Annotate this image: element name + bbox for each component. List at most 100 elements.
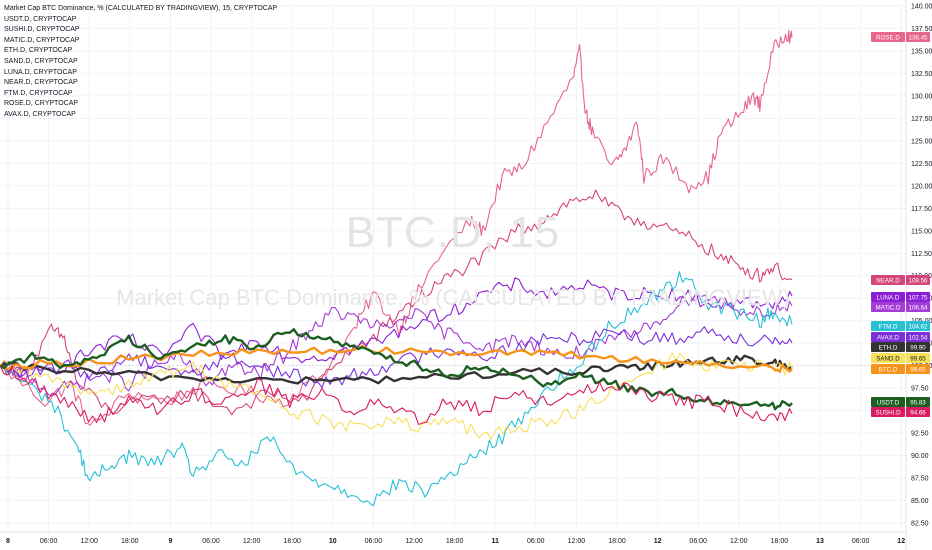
legend-item[interactable]: SUSHI.D, CRYPTOCAP	[4, 26, 80, 34]
legend-item[interactable]: LUNA.D, CRYPTOCAP	[4, 68, 77, 76]
legend-item[interactable]: SAND.D, CRYPTOCAP	[4, 57, 78, 65]
x-tick-label: 13	[816, 538, 824, 545]
x-tick-label: 12:00	[405, 538, 423, 545]
symbol-tag-text: MATIC.D	[876, 305, 902, 312]
legend-item[interactable]: ROSE.D, CRYPTOCAP	[4, 100, 79, 108]
legend-item[interactable]: NEAR.D, CRYPTOCAP	[4, 79, 78, 87]
value-tag	[906, 292, 930, 302]
symbol-tag-text: FTM.D	[879, 324, 898, 331]
symbol-tag	[871, 364, 905, 374]
legend-item[interactable]: FTM.D, CRYPTOCAP	[4, 89, 73, 97]
price-label-near-d: NEAR.D 109.56	[871, 275, 930, 285]
legend-item[interactable]: ETH.D, CRYPTOCAP	[4, 47, 73, 55]
value-tag-text: 109.56	[909, 278, 928, 285]
symbol-tag-text: ETH.D	[879, 345, 898, 352]
chart-title: Market Cap BTC Dominance, % (CALCULATED …	[4, 5, 278, 12]
legend-item[interactable]: MATIC.D, CRYPTOCAP	[4, 36, 80, 44]
value-tag-text: 99.65	[910, 367, 926, 374]
symbol-tag	[871, 342, 905, 352]
grid	[0, 4, 906, 532]
symbol-tag-text: USDT.D	[877, 400, 900, 407]
symbol-tag-text: LUNA.D	[877, 295, 900, 302]
x-tick-label: 06:00	[527, 538, 545, 545]
legend-item[interactable]: AVAX.D, CRYPTOCAP	[4, 110, 76, 118]
price-label-ftm-d: FTM.D 104.62	[871, 321, 930, 331]
value-tag-text: 99.65	[910, 356, 926, 363]
price-label-sand-d: SAND.D 99.65	[871, 353, 930, 363]
y-tick-label: 120.00	[911, 183, 932, 190]
x-tick-label: 06:00	[40, 538, 58, 545]
symbol-tag	[871, 332, 905, 342]
y-tick-label: 97.50	[911, 386, 929, 393]
series-line-luna-d[interactable]	[0, 277, 793, 378]
price-label-usdt-d: USDT.D 95.83	[871, 397, 930, 407]
x-tick-label: 12:00	[730, 538, 748, 545]
y-tick-label: 87.50	[911, 476, 929, 483]
value-tag-text: 107.75	[909, 295, 928, 302]
value-tag-text: 94.66	[910, 410, 926, 417]
y-tick-label: 92.50	[911, 431, 929, 438]
x-tick-label: 06:00	[852, 538, 870, 545]
y-tick-label: 140.00	[911, 4, 932, 11]
price-label-matic-d: MATIC.D 106.64	[871, 302, 930, 312]
y-tick-label: 90.00	[911, 453, 929, 460]
value-tag	[906, 364, 930, 374]
series-line-matic-d[interactable]	[0, 294, 793, 396]
symbol-tag	[871, 407, 905, 417]
watermark-description: Market Cap BTC Dominance, % (CALCULATED …	[116, 285, 790, 310]
price-label-avax-d: AVAX.D 102.54	[871, 332, 930, 342]
x-tick-label: 12	[897, 538, 905, 545]
y-tick-label: 115.00	[911, 228, 932, 235]
x-tick-label: 18:00	[771, 538, 789, 545]
x-tick-label: 18:00	[608, 538, 626, 545]
x-tick-label: 12:00	[80, 538, 98, 545]
series-line-btc-d[interactable]	[0, 344, 793, 373]
value-tag	[906, 397, 930, 407]
y-tick-label: 85.00	[911, 498, 929, 505]
symbol-tag	[871, 353, 905, 363]
y-tick-label: 127.50	[911, 116, 932, 123]
legend-item[interactable]: USDT.D, CRYPTOCAP	[4, 15, 77, 23]
symbol-tag	[871, 397, 905, 407]
x-tick-label: 18:00	[283, 538, 301, 545]
value-tag-text: 99.90	[910, 345, 926, 352]
symbol-tag-text: BTC.D	[879, 367, 898, 374]
x-tick-label: 18:00	[446, 538, 464, 545]
y-tick-label: 135.00	[911, 48, 932, 55]
symbol-tag	[871, 321, 905, 331]
series-line-eth-d[interactable]	[0, 354, 793, 385]
x-tick-label: 12	[654, 538, 662, 545]
symbol-tag	[871, 302, 905, 312]
series-line-usdt-d[interactable]	[0, 328, 793, 411]
symbol-tag-text: NEAR.D	[876, 278, 900, 285]
symbol-tag-text: ROSE.D	[876, 35, 900, 42]
price-label-btc-d: BTC.D 99.65	[871, 364, 930, 374]
legend-list: USDT.D, CRYPTOCAP SUSHI.D, CRYPTOCAP MATIC…	[4, 15, 277, 121]
x-tick-label: 8	[6, 538, 10, 545]
value-tag	[906, 275, 930, 285]
y-tick-label: 112.50	[911, 251, 932, 258]
price-label-eth-d: ETH.D 99.90	[871, 342, 930, 352]
value-tag	[906, 353, 930, 363]
y-tick-label: 82.50	[911, 521, 929, 528]
series-line-sushi-d[interactable]	[0, 365, 793, 425]
value-tag-text: 95.83	[910, 400, 926, 407]
y-tick-label: 130.00	[911, 93, 932, 100]
symbol-tag	[871, 292, 905, 302]
price-label-sushi-d: SUSHI.D 94.66	[871, 407, 930, 417]
legend: Market Cap BTC Dominance, % (CALCULATED …	[4, 4, 277, 121]
x-tick-label: 06:00	[365, 538, 383, 545]
series-line-sand-d[interactable]	[0, 352, 793, 440]
value-tag	[906, 342, 930, 352]
x-tick-label: 12:00	[568, 538, 586, 545]
value-tag	[906, 32, 930, 42]
value-tag-text: 102.54	[909, 335, 928, 342]
series-line-ftm-d[interactable]	[0, 271, 793, 507]
value-tag-text: 104.62	[909, 324, 928, 331]
series-line-near-d[interactable]	[0, 189, 793, 416]
y-tick-label: 137.50	[911, 26, 932, 33]
symbol-tag	[871, 275, 905, 285]
symbol-tag-text: AVAX.D	[877, 335, 899, 342]
symbol-tag-text: SAND.D	[876, 356, 900, 363]
